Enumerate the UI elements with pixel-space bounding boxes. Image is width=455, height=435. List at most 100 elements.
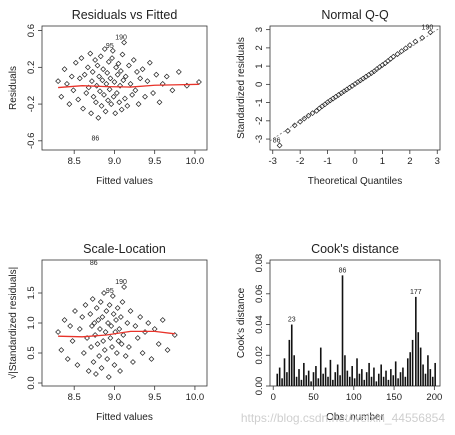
- data-point: [297, 118, 304, 125]
- data-point: [88, 344, 94, 350]
- data-point: [139, 66, 146, 73]
- data-point: [83, 90, 90, 96]
- observation-label: 95: [106, 43, 114, 50]
- data-point: [121, 39, 127, 46]
- data-point: [134, 335, 141, 341]
- data-point: [406, 42, 413, 49]
- y-tick-label: 0.0: [26, 376, 37, 389]
- y-tick-label: 0.06: [254, 285, 265, 304]
- data-point: [122, 95, 128, 102]
- data-point: [90, 93, 97, 100]
- data-point: [97, 88, 103, 95]
- data-point: [106, 86, 113, 93]
- data-point: [109, 344, 115, 350]
- observation-label: 86: [339, 267, 347, 274]
- x-tick-label: 9.0: [108, 392, 121, 403]
- data-point: [119, 299, 126, 305]
- data-point: [92, 57, 99, 63]
- data-point: [109, 293, 116, 299]
- y-axis-title: √|Standardized residuals|: [7, 267, 19, 379]
- data-point: [98, 365, 105, 371]
- y-axis-title: Residuals: [8, 66, 19, 110]
- x-tick-label: 10.0: [186, 156, 205, 167]
- x-axis-title: Theoretical Quantiles: [308, 176, 403, 187]
- data-point: [79, 314, 86, 320]
- data-point: [126, 344, 132, 350]
- x-tick-label: 100: [346, 392, 362, 403]
- observation-label: 177: [410, 289, 422, 296]
- data-point: [113, 90, 120, 96]
- data-point: [169, 87, 176, 94]
- data-point: [87, 311, 94, 317]
- data-point: [301, 115, 308, 122]
- x-axis-title: Obs. number: [326, 412, 384, 423]
- y-tick-label: -3: [254, 135, 265, 143]
- y-tick-label: 1.0: [26, 316, 37, 329]
- data-point: [89, 69, 96, 75]
- data-point: [129, 91, 136, 98]
- data-point: [64, 356, 71, 362]
- panel-4: Cook's distance 0 50 100 150 200 0.00 0.02 0.04 0…: [236, 242, 442, 423]
- data-point: [117, 368, 123, 374]
- data-point: [126, 62, 132, 69]
- data-point: [119, 51, 126, 58]
- data-point: [61, 317, 68, 323]
- y-axis-title: Cook's distance: [236, 287, 247, 358]
- data-point: [80, 350, 87, 356]
- plot-frame: [41, 25, 208, 151]
- observation-label: 190: [422, 24, 434, 31]
- data-point: [291, 122, 298, 129]
- data-point: [117, 68, 124, 74]
- x-tick-label: 150: [386, 392, 402, 403]
- data-point: [142, 93, 148, 100]
- panel-3: Scale-Location 8.5 9.0 9.5 10.0 0.0 0.5 1.0 1.5 F…: [7, 242, 208, 423]
- data-point: [109, 55, 115, 62]
- x-tick-label: 0: [352, 156, 357, 167]
- smooth-line: [58, 83, 199, 89]
- data-point: [110, 311, 117, 317]
- data-point: [114, 71, 121, 78]
- x-tick-label: 200: [426, 392, 442, 403]
- data-point: [107, 75, 114, 82]
- x-axis-title: Fitted values: [96, 412, 153, 423]
- data-point: [101, 290, 107, 296]
- data-point: [99, 314, 106, 320]
- data-point: [394, 51, 401, 57]
- data-point: [97, 53, 104, 60]
- data-point: [82, 302, 89, 308]
- panel-title: Cook's distance: [311, 242, 399, 256]
- data-point: [117, 314, 124, 320]
- data-point: [109, 47, 116, 54]
- y-tick-label: 3: [254, 27, 265, 32]
- data-point: [101, 347, 108, 353]
- data-point: [196, 79, 202, 85]
- data-point: [122, 353, 129, 359]
- data-point: [106, 302, 113, 308]
- data-point: [390, 53, 397, 60]
- y-tick-label: -2: [254, 117, 265, 125]
- y-tick-label: 0.02: [254, 346, 265, 365]
- data-point: [85, 368, 92, 374]
- data-point: [105, 374, 112, 380]
- y-tick-label: 0: [254, 82, 265, 87]
- observation-label: 190: [115, 279, 127, 286]
- x-tick-label: 9.0: [108, 156, 121, 167]
- data-point: [102, 108, 109, 115]
- data-point: [113, 317, 119, 323]
- data-point: [66, 101, 73, 107]
- data-point: [102, 329, 109, 335]
- data-point: [76, 75, 83, 82]
- data-point: [114, 305, 121, 311]
- data-point: [398, 48, 405, 55]
- data-point: [72, 308, 78, 314]
- data-point: [124, 103, 131, 109]
- data-point: [163, 73, 170, 80]
- panel-title: Residuals vs Fitted: [72, 8, 178, 22]
- data-point: [132, 323, 139, 329]
- data-point: [72, 59, 79, 66]
- data-point: [85, 84, 92, 91]
- x-tick-label: 8.5: [68, 392, 81, 403]
- data-point: [58, 93, 65, 100]
- data-point: [89, 296, 96, 302]
- data-point: [58, 347, 65, 353]
